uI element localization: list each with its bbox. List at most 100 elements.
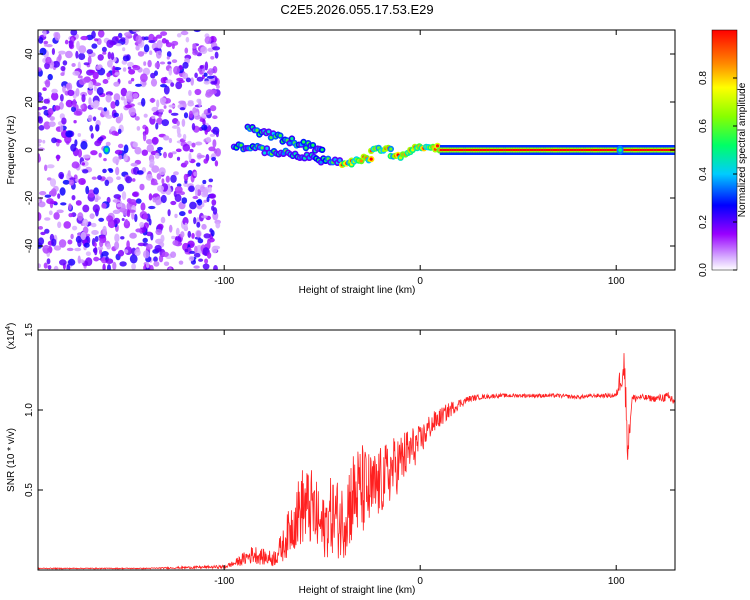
track-peak <box>606 149 610 151</box>
noise-speckle <box>78 45 87 54</box>
noise-speckle <box>63 221 71 229</box>
noise-speckle <box>81 94 86 103</box>
noise-speckle <box>212 66 218 74</box>
noise-speckle <box>126 198 132 204</box>
noise-speckle <box>189 148 194 153</box>
noise-speckle <box>72 98 77 108</box>
track-peak <box>444 149 448 151</box>
track-peak <box>456 149 460 151</box>
noise-speckle <box>158 254 164 263</box>
noise-speckle <box>38 212 42 221</box>
track-peak <box>632 149 636 151</box>
x-tick-label: 0 <box>417 276 423 287</box>
noise-speckle <box>196 76 204 82</box>
noise-speckle <box>93 242 97 248</box>
snr-series-line <box>38 353 675 570</box>
noise-speckle <box>94 38 99 42</box>
colorbar-tick-label: 0.6 <box>698 119 709 133</box>
noise-speckle <box>211 156 217 162</box>
spectrogram-x-label: Height of straight line (km) <box>299 285 416 296</box>
noise-speckle <box>188 89 192 96</box>
snr-y-label: SNR (10 * v/v) <box>6 428 17 492</box>
track-blob-core <box>320 148 324 152</box>
noise-speckle <box>149 50 153 55</box>
noise-speckle <box>97 54 104 61</box>
noise-speckle <box>183 173 189 182</box>
noise-speckle <box>103 158 107 162</box>
track-peak <box>585 149 589 151</box>
track-peak <box>597 149 601 151</box>
noise-speckle <box>156 117 163 125</box>
noise-speckle <box>43 40 49 45</box>
noise-speckle <box>85 185 90 195</box>
noise-speckle <box>214 51 219 59</box>
noise-speckle <box>48 121 56 127</box>
noise-speckle <box>105 258 114 265</box>
track-peak <box>512 149 516 151</box>
track-peak <box>449 149 453 151</box>
noise-speckle <box>113 209 119 214</box>
noise-speckle <box>206 240 211 249</box>
noise-speckle <box>196 221 201 228</box>
noise-speckle <box>113 81 120 87</box>
noise-speckle <box>77 75 83 79</box>
noise-speckle <box>179 211 186 217</box>
noise-speckle <box>188 185 195 193</box>
noise-speckle <box>211 205 215 211</box>
noise-speckle <box>202 188 209 196</box>
noise-speckle <box>38 95 44 102</box>
noise-speckle <box>173 65 180 75</box>
noise-speckle <box>197 238 204 244</box>
noise-speckle <box>101 202 107 209</box>
noise-speckle <box>119 261 127 267</box>
noise-speckle <box>92 116 97 122</box>
track-peak <box>540 149 544 151</box>
noise-speckle <box>148 40 156 44</box>
noise-speckle <box>158 108 165 113</box>
noise-speckle <box>70 143 77 152</box>
noise-speckle <box>122 55 130 62</box>
noise-speckle <box>208 146 216 152</box>
noise-speckle <box>201 223 207 230</box>
noise-speckle <box>82 204 90 213</box>
noise-speckle <box>132 65 141 71</box>
noise-speckle <box>171 59 178 63</box>
noise-speckle <box>141 149 148 156</box>
noise-speckle <box>151 136 159 145</box>
noise-speckle <box>135 228 143 233</box>
noise-speckle <box>46 164 55 169</box>
track-peak <box>651 149 655 151</box>
noise-speckle <box>43 262 48 269</box>
noise-speckle <box>47 265 52 270</box>
noise-speckle <box>208 178 214 183</box>
noise-speckle <box>148 193 153 201</box>
noise-speckle <box>81 162 86 166</box>
track-blob-core <box>435 144 440 148</box>
noise-speckle <box>88 97 92 106</box>
noise-speckle <box>44 228 50 234</box>
noise-speckle <box>51 88 58 94</box>
noise-speckle <box>120 87 128 97</box>
noise-speckle <box>103 107 108 112</box>
track-peak <box>461 149 464 151</box>
noise-speckle <box>114 72 120 76</box>
noise-speckle <box>213 265 218 270</box>
noise-speckle <box>82 218 89 227</box>
noise-speckle <box>135 83 142 87</box>
noise-speckle <box>207 68 214 76</box>
noise-speckle <box>143 61 147 66</box>
track-peak <box>519 149 523 151</box>
track-peak <box>522 149 526 151</box>
noise-speckle <box>38 237 45 246</box>
track-peak <box>656 149 660 151</box>
noise-speckle <box>114 233 120 243</box>
noise-speckle <box>102 263 106 270</box>
noise-speckle <box>182 217 189 226</box>
noise-speckle <box>78 78 87 85</box>
noise-speckle <box>65 99 74 108</box>
noise-speckle <box>163 105 167 109</box>
noise-speckle <box>91 230 99 235</box>
noise-speckle <box>114 241 120 250</box>
noise-speckle <box>121 191 127 201</box>
noise-speckle <box>44 62 50 70</box>
